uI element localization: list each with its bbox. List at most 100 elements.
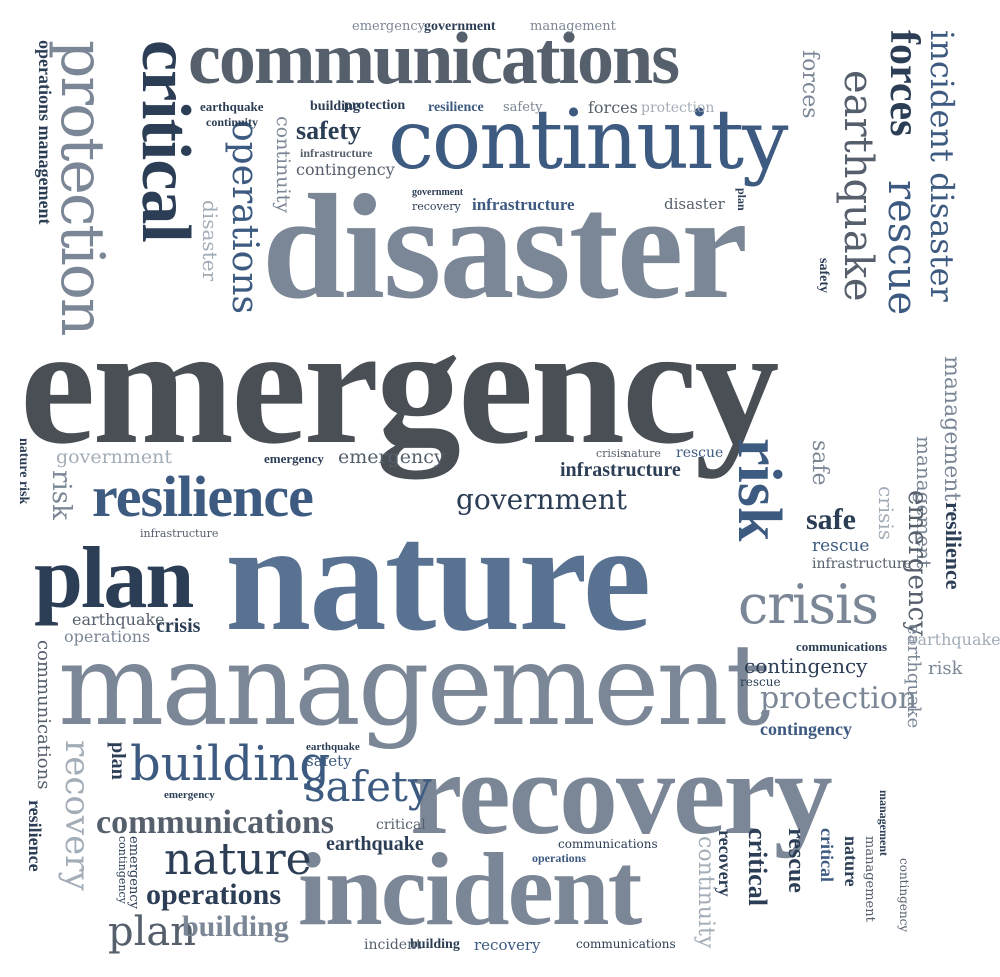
word-contingency-vertical-bottom: contingency xyxy=(897,858,911,933)
word-communications-right: communications xyxy=(796,639,887,654)
word-nature-risk: nature risk xyxy=(16,438,31,505)
word-infrastructure-right: infrastructure xyxy=(812,556,912,572)
word-operations-left: operations xyxy=(64,627,151,646)
word-continuity-small: continuity xyxy=(206,115,259,129)
word-government-small: government xyxy=(412,187,464,198)
word-resilience-left: resilience xyxy=(25,800,45,872)
word-forces-small: forces xyxy=(588,98,638,117)
word-plan-bottom: plan xyxy=(108,909,197,955)
word-building-bottom: building xyxy=(182,910,289,943)
word-protection-vertical: protection xyxy=(47,40,117,335)
word-management: management xyxy=(58,621,770,751)
word-emergency-right: emergency xyxy=(902,490,932,636)
word-communications-bottom: communications xyxy=(96,804,334,841)
word-contingency-left-vertical: contingency xyxy=(116,836,129,904)
word-building: building xyxy=(130,736,331,792)
word-rescue-mid: rescue xyxy=(812,536,870,556)
word-emergency-mid-2: emergency xyxy=(338,446,445,468)
word-plan: plan xyxy=(34,530,194,627)
word-crisis: crisis xyxy=(738,573,879,636)
word-government: government xyxy=(456,483,627,516)
word-safety: safety xyxy=(304,762,432,811)
word-protection-right: protection xyxy=(760,681,918,716)
word-disaster-small: disaster xyxy=(664,195,725,213)
word-incident-small: incident xyxy=(364,937,422,953)
word-management-right: management xyxy=(939,356,964,502)
word-government-top: government xyxy=(424,19,496,34)
word-recovery: recovery xyxy=(410,728,833,859)
word-operations-vertical: operations xyxy=(224,120,265,315)
word-critical-vertical: critical xyxy=(127,40,204,242)
word-management-vertical-bottom: management xyxy=(877,790,891,856)
word-management-vertical-bottom-2: management xyxy=(862,836,877,922)
word-nature-small: nature xyxy=(624,447,661,460)
word-plan-small: plan xyxy=(735,188,749,211)
word-forces-vertical: forces xyxy=(881,30,927,137)
word-rescue-right-2: rescue xyxy=(740,675,781,689)
word-critical-mid: critical xyxy=(376,817,426,833)
word-safe: safe xyxy=(806,503,856,536)
word-operations-small: operations xyxy=(532,851,586,865)
word-recovery-small: recovery xyxy=(412,200,461,213)
word-risk-left: risk xyxy=(46,470,76,520)
word-safety-top: safety xyxy=(296,116,361,145)
word-risk-vertical: risk xyxy=(725,438,793,542)
word-infrastructure-top: infrastructure xyxy=(300,146,373,160)
word-emergency: emergency xyxy=(20,291,779,479)
word-continuity-top: continuity xyxy=(388,93,788,188)
word-operations-bottom: operations xyxy=(146,878,281,911)
word-crisis-left: crisis xyxy=(156,615,201,637)
word-resilience-right: resilience xyxy=(941,502,966,590)
word-crisis-small: crisis xyxy=(596,447,626,460)
word-continuity-vertical: continuity xyxy=(272,116,294,213)
word-safety-vertical: safety xyxy=(816,258,831,293)
word-safe-vertical: safe xyxy=(807,440,832,486)
word-earthquake-mid: earthquake xyxy=(306,741,360,753)
word-communications-top: communications xyxy=(188,18,680,100)
word-earthquake-small: earthquake xyxy=(200,99,264,114)
word-infrastructure-left: infrastructure xyxy=(140,527,219,540)
word-management-top: management xyxy=(530,19,616,34)
word-safety-small: safety xyxy=(503,100,543,115)
word-critical-vertical-bottom-2: critical xyxy=(817,828,837,882)
word-rescue-vertical: rescue xyxy=(879,180,925,316)
word-building-small: building xyxy=(310,99,360,114)
word-emergency-mid: emergency xyxy=(264,451,324,466)
word-incident-disaster-vertical: incident disaster xyxy=(923,30,961,302)
word-recovery-small-bottom: recovery xyxy=(474,936,541,954)
word-protection-small: protection xyxy=(344,98,406,113)
word-safety-small-2: safety xyxy=(306,752,352,770)
word-contingency-right: contingency xyxy=(744,654,868,678)
word-resilience: resilience xyxy=(92,464,314,529)
word-incident: incident xyxy=(298,832,642,947)
word-emergency-top: emergency xyxy=(352,19,425,34)
word-risk-right: risk xyxy=(928,658,963,679)
word-recovery-left: recovery xyxy=(57,740,97,891)
word-earthquake-left: earthquake xyxy=(72,610,165,629)
word-critical-vertical-bottom: critical xyxy=(743,828,772,906)
word-nature-bottom: nature xyxy=(164,834,312,885)
word-forces-top-vertical: forces xyxy=(797,50,822,119)
word-rescue-vertical-bottom: rescue xyxy=(783,828,809,893)
word-earthquake-vertical: earthquake xyxy=(835,70,881,302)
word-rescue-small: rescue xyxy=(676,445,724,461)
word-contingency-top: contingency xyxy=(296,160,395,179)
word-earthquake-bottom: earthquake xyxy=(326,833,424,855)
word-communications-small: communications xyxy=(558,837,658,851)
word-continuity-vertical-bottom: continuity xyxy=(693,836,718,949)
word-disaster-vertical: disaster xyxy=(198,200,222,282)
word-nature-vertical-bottom: nature xyxy=(841,836,861,887)
word-disaster: disaster xyxy=(262,164,748,330)
word-crisis-right: crisis xyxy=(874,486,898,541)
word-infrastructure-mid: infrastructure xyxy=(472,195,575,214)
word-protection-small-2: protection xyxy=(641,100,715,116)
word-plan-vertical: plan xyxy=(107,742,129,780)
word-government-left: government xyxy=(56,446,173,468)
word-resilience-small: resilience xyxy=(428,100,484,115)
word-emergency-small: emergency xyxy=(164,789,215,801)
word-communications-left: communications xyxy=(33,640,54,790)
word-communications-small-bottom: communications xyxy=(576,937,676,951)
word-infrastructure: infrastructure xyxy=(560,459,681,481)
word-building-small-bottom: building xyxy=(410,937,460,952)
